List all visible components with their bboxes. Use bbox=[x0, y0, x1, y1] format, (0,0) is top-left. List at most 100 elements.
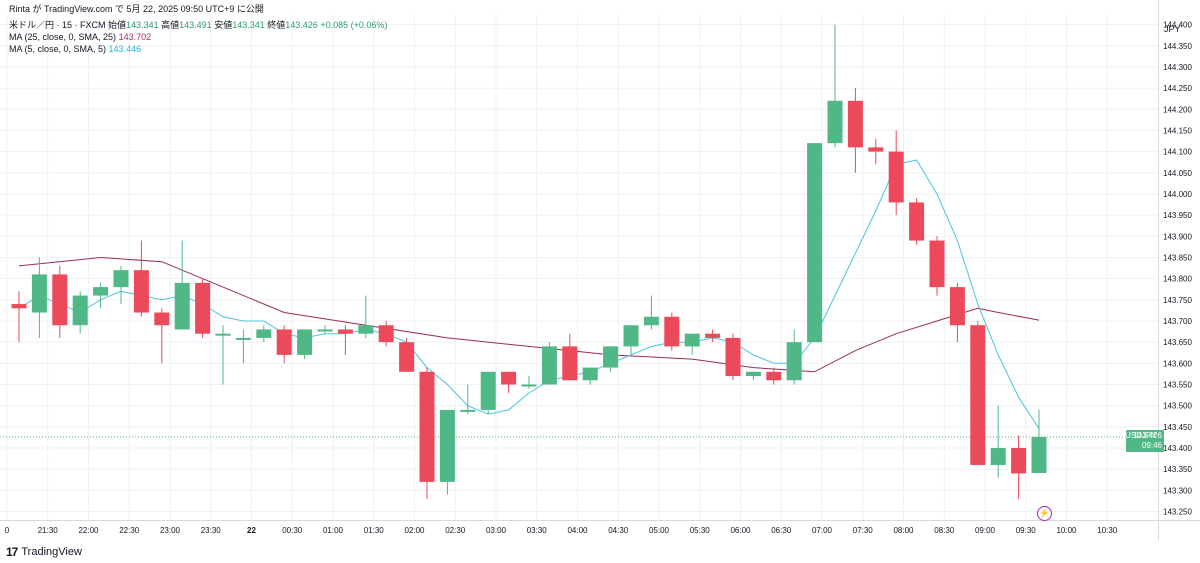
candle-body bbox=[215, 333, 231, 336]
open-value: 143.341 bbox=[126, 20, 159, 30]
time-axis[interactable]: 0 21:30 22:00 22:30 23:00 23:30 22 00:30 01:00 01… bbox=[0, 520, 1200, 536]
symbol-label: 米ドル／円 · 15 · FXCM bbox=[9, 20, 106, 30]
candle-body bbox=[93, 287, 109, 296]
candle-body bbox=[929, 240, 945, 288]
candle bbox=[337, 325, 353, 355]
time-tick-label: 04:00 bbox=[567, 526, 588, 535]
change-value: +0.085 (+0.06%) bbox=[320, 20, 388, 30]
candle bbox=[786, 329, 802, 385]
time-tick-label: 10:00 bbox=[1056, 526, 1077, 535]
candle-body bbox=[643, 316, 659, 326]
candle-body bbox=[52, 274, 68, 326]
candle bbox=[603, 346, 619, 372]
candle bbox=[399, 337, 415, 372]
candle-body bbox=[113, 270, 129, 288]
candle-body bbox=[868, 147, 884, 152]
currency-label[interactable]: JPY bbox=[1164, 24, 1181, 34]
candle bbox=[52, 265, 68, 338]
candle bbox=[766, 367, 782, 385]
candle-body bbox=[582, 367, 598, 381]
candle bbox=[745, 371, 761, 381]
tradingview-logo[interactable]: 17 TradingView bbox=[6, 545, 82, 559]
candle bbox=[235, 329, 251, 364]
price-tick-label: 143.950 bbox=[1163, 211, 1192, 220]
price-tag-price: 143.426 bbox=[1133, 431, 1162, 440]
price-tick-label: 143.350 bbox=[1163, 465, 1192, 474]
candle-body bbox=[970, 325, 986, 465]
candle-body bbox=[337, 329, 353, 334]
candle bbox=[133, 240, 149, 317]
candle bbox=[521, 376, 537, 389]
price-tick-label: 144.250 bbox=[1163, 84, 1192, 93]
candle-body bbox=[562, 346, 578, 381]
candle bbox=[684, 333, 700, 355]
candle bbox=[460, 384, 476, 415]
time-tick-label: 04:30 bbox=[608, 526, 629, 535]
ma5-legend: MA (5, close, 0, SMA, 5) 143.446 bbox=[9, 44, 141, 55]
time-tick-label: 09:30 bbox=[1016, 526, 1037, 535]
candle bbox=[562, 333, 578, 381]
candle bbox=[31, 257, 47, 338]
time-tick-label: 22 bbox=[247, 526, 256, 535]
price-tick-label: 143.600 bbox=[1163, 359, 1192, 368]
price-tick-label: 143.550 bbox=[1163, 381, 1192, 390]
close-label: 終値 bbox=[267, 20, 286, 30]
candle-body bbox=[807, 143, 823, 343]
time-tick-label: 00:30 bbox=[282, 526, 303, 535]
candle bbox=[990, 405, 1006, 478]
low-label: 安値 bbox=[214, 20, 233, 30]
time-tick-label: 03:00 bbox=[486, 526, 507, 535]
candle bbox=[888, 130, 904, 216]
candle bbox=[419, 367, 435, 499]
time-tick-label: 22:00 bbox=[78, 526, 99, 535]
candle-body bbox=[317, 329, 333, 332]
candle-body bbox=[990, 448, 1006, 465]
price-tick-label: 144.100 bbox=[1163, 148, 1192, 157]
candle-body bbox=[399, 342, 415, 372]
price-tick-label: 143.800 bbox=[1163, 275, 1192, 284]
candle-body bbox=[154, 312, 170, 326]
time-tick-label: 08:30 bbox=[934, 526, 955, 535]
candle-body bbox=[460, 409, 476, 412]
candle-body bbox=[623, 325, 639, 347]
candle-body bbox=[603, 346, 619, 368]
candle bbox=[501, 371, 517, 393]
price-tick-label: 143.300 bbox=[1163, 486, 1192, 495]
candle-body bbox=[786, 342, 802, 381]
candle bbox=[970, 320, 986, 465]
ma25-label: MA (25, close, 0, SMA, 25) bbox=[9, 32, 117, 42]
candle-body bbox=[541, 346, 557, 385]
candle bbox=[113, 265, 129, 305]
price-tick-label: 143.850 bbox=[1163, 253, 1192, 262]
time-tick-label: 07:30 bbox=[853, 526, 874, 535]
candle-body bbox=[358, 325, 374, 334]
candle-body bbox=[949, 287, 965, 326]
price-tag-countdown: 09:46 bbox=[1141, 441, 1162, 450]
candle bbox=[827, 24, 843, 148]
price-tick-label: 144.400 bbox=[1163, 21, 1192, 30]
candle-body bbox=[256, 329, 272, 338]
time-tick-label: 02:30 bbox=[445, 526, 466, 535]
candle bbox=[541, 342, 557, 385]
time-tick-label: 08:00 bbox=[893, 526, 914, 535]
candle bbox=[909, 198, 925, 245]
lightning-icon[interactable]: ⚡ bbox=[1037, 506, 1052, 521]
tradingview-logo-icon: 17 bbox=[6, 545, 18, 559]
candle bbox=[868, 138, 884, 165]
candle-body bbox=[847, 100, 863, 148]
candle bbox=[480, 371, 496, 415]
candle bbox=[195, 278, 211, 338]
candle-body bbox=[133, 270, 149, 313]
price-tick-label: 144.350 bbox=[1163, 42, 1192, 51]
candle bbox=[582, 367, 598, 385]
price-tick-label: 143.750 bbox=[1163, 296, 1192, 305]
time-tick-label: 02:00 bbox=[404, 526, 425, 535]
ma25-line bbox=[18, 256, 1040, 373]
candle-body bbox=[725, 337, 741, 377]
candle bbox=[72, 291, 88, 334]
price-tick-label: 143.450 bbox=[1163, 423, 1192, 432]
candle-body bbox=[521, 384, 537, 387]
price-axis[interactable]: 144.400 144.350 144.300 144.250 144.200 144.1… bbox=[1158, 0, 1200, 563]
candle-body bbox=[195, 282, 211, 334]
